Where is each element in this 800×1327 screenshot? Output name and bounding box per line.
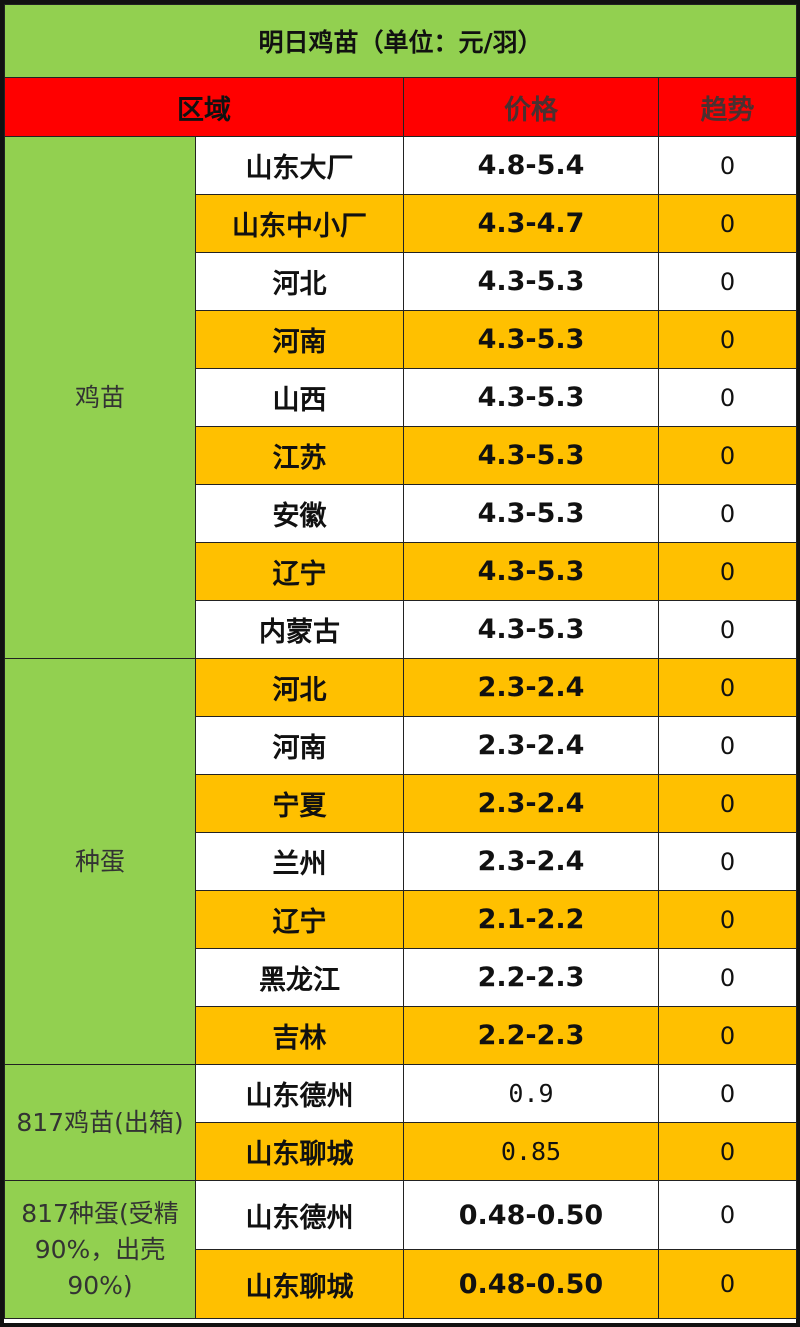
price-table: 明日鸡苗（单位：元/羽） 区域 价格 趋势 鸡苗 山东大厂 4.8-5.4 0 山东中小… [3, 4, 798, 1319]
table-row: 河北 4.3-5.3 0 [5, 252, 798, 311]
trend-cell: 0 [657, 1180, 798, 1250]
price-cell: 2.2-2.3 [403, 948, 659, 1007]
trend-cell: 0 [657, 1122, 798, 1181]
trend-cell: 0 [657, 136, 798, 195]
region-cell: 山东大厂 [195, 136, 404, 195]
table-row: 河南 2.3-2.4 0 [5, 716, 798, 775]
group-label: 鸡苗 [4, 136, 196, 659]
region-cell: 兰州 [195, 832, 404, 891]
table-row: 山东聊城 0.85 0 [5, 1122, 798, 1181]
region-cell: 吉林 [195, 1006, 404, 1065]
region-cell: 宁夏 [195, 774, 404, 833]
price-cell: 2.3-2.4 [403, 832, 659, 891]
trend-cell: 0 [657, 368, 798, 427]
header-trend: 趋势 [657, 77, 798, 137]
region-cell: 山东德州 [195, 1180, 404, 1250]
region-cell: 黑龙江 [195, 948, 404, 1007]
region-cell: 山东聊城 [195, 1249, 404, 1319]
table-row: 种蛋 河北 2.3-2.4 0 [4, 658, 798, 1065]
trend-cell: 0 [657, 1249, 798, 1319]
trend-cell: 0 [657, 716, 798, 775]
price-cell: 4.3-5.3 [403, 426, 659, 485]
region-cell: 河北 [195, 252, 404, 311]
trend-cell: 0 [657, 310, 798, 369]
region-cell: 河南 [195, 716, 404, 775]
trend-cell: 0 [657, 658, 798, 717]
region-cell: 江苏 [195, 426, 404, 485]
trend-cell: 0 [657, 484, 798, 543]
price-cell: 2.3-2.4 [403, 774, 659, 833]
price-cell: 2.2-2.3 [403, 1006, 659, 1065]
price-cell: 4.3-5.3 [403, 252, 659, 311]
price-cell: 4.3-5.3 [403, 542, 659, 601]
price-cell: 4.3-4.7 [403, 194, 659, 253]
header-region: 区域 [4, 77, 404, 137]
price-cell: 2.1-2.2 [403, 890, 659, 949]
table-row: 山东聊城 0.48-0.50 0 [5, 1249, 798, 1319]
trend-cell: 0 [657, 1064, 798, 1123]
price-cell: 0.48-0.50 [403, 1249, 659, 1319]
region-cell: 山东聊城 [195, 1122, 404, 1181]
header-price: 价格 [403, 77, 659, 137]
table-row: 817种蛋(受精90%，出壳90%) 山东德州 0.48-0.50 0 [4, 1180, 798, 1319]
price-cell: 0.9 [403, 1064, 659, 1123]
table-row: 辽宁 4.3-5.3 0 [5, 542, 798, 601]
region-cell: 山西 [195, 368, 404, 427]
price-cell: 4.3-5.3 [403, 310, 659, 369]
table-row: 宁夏 2.3-2.4 0 [5, 774, 798, 833]
trend-cell: 0 [657, 194, 798, 253]
price-cell: 4.3-5.3 [403, 368, 659, 427]
region-cell: 河南 [195, 310, 404, 369]
price-cell: 2.3-2.4 [403, 716, 659, 775]
table-row: 河南 4.3-5.3 0 [5, 310, 798, 369]
price-cell: 4.3-5.3 [403, 484, 659, 543]
table-row: 鸡苗 山东大厂 4.8-5.4 0 [4, 136, 798, 659]
table-row: 内蒙古 4.3-5.3 0 [5, 600, 798, 659]
price-cell: 4.3-5.3 [403, 600, 659, 659]
table-title: 明日鸡苗（单位：元/羽） [3, 4, 798, 78]
group-label: 817种蛋(受精90%，出壳90%) [4, 1180, 196, 1319]
region-cell: 内蒙古 [195, 600, 404, 659]
price-cell: 2.3-2.4 [403, 658, 659, 717]
trend-cell: 0 [657, 948, 798, 1007]
trend-cell: 0 [657, 600, 798, 659]
table-row: 江苏 4.3-5.3 0 [5, 426, 798, 485]
trend-cell: 0 [657, 774, 798, 833]
table-row: 兰州 2.3-2.4 0 [5, 832, 798, 891]
trend-cell: 0 [657, 542, 798, 601]
region-cell: 山东中小厂 [195, 194, 404, 253]
trend-cell: 0 [657, 1006, 798, 1065]
trend-cell: 0 [657, 426, 798, 485]
region-cell: 辽宁 [195, 890, 404, 949]
price-cell: 0.85 [403, 1122, 659, 1181]
table-row: 辽宁 2.1-2.2 0 [5, 890, 798, 949]
price-cell: 4.8-5.4 [403, 136, 659, 195]
price-cell: 0.48-0.50 [403, 1180, 659, 1250]
table-row: 黑龙江 2.2-2.3 0 [5, 948, 798, 1007]
region-cell: 河北 [195, 658, 404, 717]
trend-cell: 0 [657, 252, 798, 311]
table-row: 817鸡苗(出箱) 山东德州 0.9 0 [4, 1064, 798, 1181]
group-label: 种蛋 [4, 658, 196, 1065]
region-cell: 辽宁 [195, 542, 404, 601]
group-label: 817鸡苗(出箱) [4, 1064, 196, 1181]
region-cell: 安徽 [195, 484, 404, 543]
trend-cell: 0 [657, 890, 798, 949]
region-cell: 山东德州 [195, 1064, 404, 1123]
table-row: 吉林 2.2-2.3 0 [5, 1006, 798, 1065]
trend-cell: 0 [657, 832, 798, 891]
table-row: 山东中小厂 4.3-4.7 0 [5, 194, 798, 253]
table-row: 安徽 4.3-5.3 0 [5, 484, 798, 543]
